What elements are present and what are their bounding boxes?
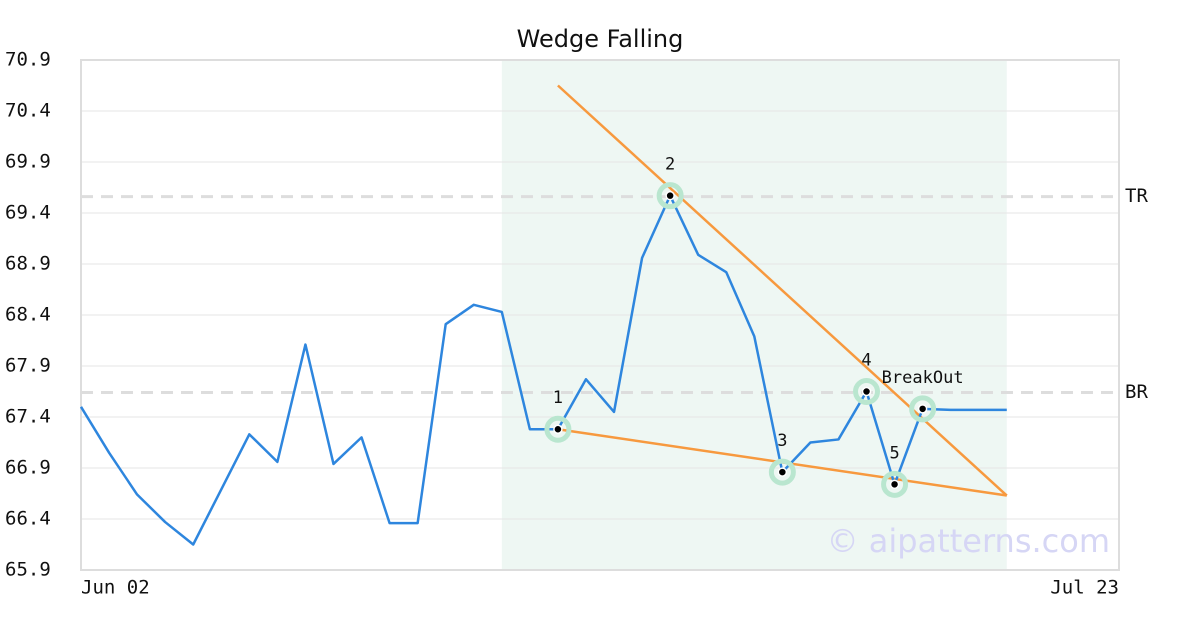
pivot-halo [881, 470, 909, 498]
pivot-label: BreakOut [882, 368, 964, 388]
x-tick-label: Jul 23 [1050, 577, 1119, 599]
x-tick-label: Jun 02 [81, 577, 150, 599]
pivot-point [861, 386, 872, 397]
y-tick-label: 66.4 [5, 508, 51, 530]
pivot-point [889, 479, 900, 490]
y-tick-label: 67.4 [5, 406, 51, 428]
pivot-label: 5 [889, 443, 899, 463]
pivot-label: 2 [665, 155, 675, 175]
price-line [79, 194, 1007, 546]
pivot-label: 4 [861, 351, 871, 371]
pivot-halo [656, 182, 684, 210]
pivot-label: 1 [553, 388, 563, 408]
y-tick-label: 66.9 [5, 457, 51, 479]
pivot-point [665, 190, 675, 201]
pivot-point [777, 467, 788, 477]
pivot-point [917, 404, 928, 414]
y-tick-label: 65.9 [5, 559, 51, 581]
y-tick-label: 68.9 [5, 253, 51, 275]
pivot-halo [768, 458, 796, 486]
pivot-halo [853, 378, 881, 405]
watermark: © aipatterns.com [827, 522, 1110, 560]
y-tick-label: 70.9 [5, 49, 51, 71]
pivot-label: 3 [777, 431, 787, 451]
level-label: BR [1125, 381, 1148, 403]
plot-frame [80, 59, 1120, 571]
pivot-halo [909, 395, 937, 423]
pivot-point [553, 424, 563, 434]
pivot-halo [544, 415, 572, 443]
y-tick-label: 70.4 [5, 100, 51, 122]
y-tick-label: 68.4 [5, 304, 51, 326]
chart-title: Wedge Falling [517, 25, 684, 53]
level-label: TR [1125, 185, 1148, 207]
y-tick-label: 67.9 [5, 355, 51, 377]
trend-line [557, 84, 1008, 497]
y-tick-label: 69.4 [5, 202, 51, 224]
y-tick-label: 69.9 [5, 151, 51, 173]
